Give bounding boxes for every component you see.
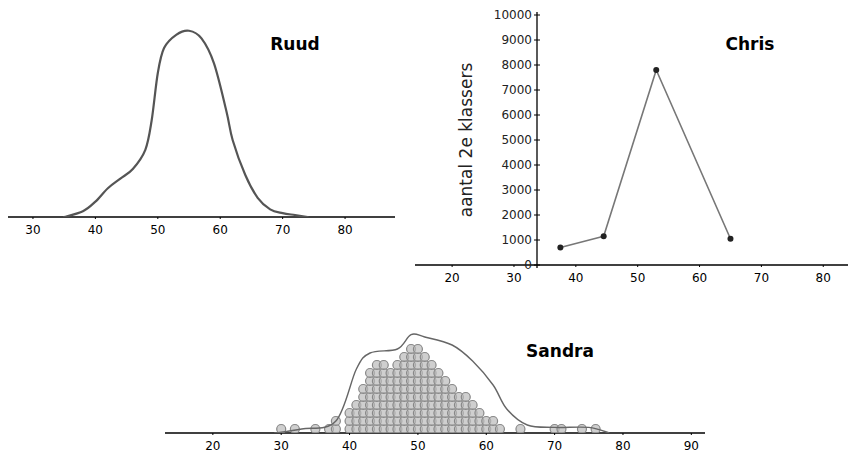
x-tick [282,217,283,219]
x-tick-label: 50 [410,439,425,453]
x-tick [486,433,487,435]
x-tick-label: 40 [342,439,357,453]
x-tick-label: 30 [25,223,40,237]
dot [379,361,388,370]
marker [653,67,659,73]
x-tick [691,433,692,435]
x-tick [32,217,33,219]
outline [274,334,609,433]
line [560,70,730,248]
panel-title: Chris [726,34,775,54]
x-tick [345,217,346,219]
y-tick [534,65,540,66]
x-tick-label: 90 [684,439,699,453]
y-tick [534,165,540,166]
dot [475,409,484,418]
y-tick-label: 8000 [501,58,532,72]
x-tick-label: 50 [630,271,645,285]
x-tick-label: 40 [568,271,583,285]
y-tick [534,240,540,241]
dot [577,425,586,434]
x-tick [95,217,96,219]
y-tick [534,115,540,116]
x-tick [575,265,576,267]
x-tick [452,265,453,267]
marker [601,233,607,239]
dot [468,401,477,410]
x-tick-label: 50 [150,223,165,237]
x-tick [212,433,213,435]
y-tick [534,140,540,141]
y-tick [534,215,540,216]
y-tick-label: 3000 [501,183,532,197]
x-tick [281,433,282,435]
y-tick [534,40,540,41]
panel-title: Ruud [270,34,319,54]
x-tick [157,217,158,219]
x-tick-label: 60 [479,439,494,453]
dot [461,393,470,402]
x-tick [761,265,762,267]
x-tick-label: 70 [754,271,769,285]
y-tick [534,90,540,91]
x-tick-label: 70 [275,223,290,237]
x-tick-label: 40 [88,223,103,237]
x-tick-label: 60 [692,271,707,285]
x-tick-label: 60 [213,223,228,237]
dot [441,377,450,386]
y-axis-title: aantal 2e klassers [456,63,476,218]
plot-area [274,334,609,433]
x-tick-label: 20 [205,439,220,453]
y-tick-label: 2000 [501,208,532,222]
x-tick [699,265,700,267]
y-tick-label: 0 [524,258,532,272]
marker [727,236,733,242]
panel: 20 30 40 50 60 70 80 0 1000 2000 3000 4000 5000 6000 7… [415,8,848,285]
x-tick [622,433,623,435]
plot-area [557,67,733,251]
x-tick-label: 30 [506,271,521,285]
dot [448,385,457,394]
x-tick [513,265,514,267]
y-tick-label: 5000 [501,133,532,147]
dot [516,425,525,434]
x-tick [417,433,418,435]
x-tick-label: 30 [274,439,289,453]
panel: 30 40 50 60 70 80 Ruud [8,31,395,237]
x-tick-label: 20 [444,271,459,285]
y-tick [534,190,540,191]
dot [489,417,498,426]
y-tick-label: 9000 [501,33,532,47]
dot [434,369,443,378]
x-tick [823,265,824,267]
x-axis [415,264,848,265]
y-tick-label: 7000 [501,83,532,97]
dot [290,425,299,434]
figure: 30 40 50 60 70 80 Ruud 20 30 40 50 60 70 80 0 1000 2000 3… [0,0,853,453]
y-tick-label: 1000 [501,233,532,247]
y-tick-label: 6000 [501,108,532,122]
x-tick [554,433,555,435]
x-tick-label: 80 [337,223,352,237]
x-tick-label: 70 [547,439,562,453]
plot-area [64,31,307,217]
line [64,31,307,217]
x-tick-label: 80 [816,271,831,285]
x-tick-label: 80 [615,439,630,453]
dot [427,361,436,370]
marker [557,245,563,251]
dot [413,345,422,354]
dot [495,425,504,434]
y-tick-label: 4000 [501,158,532,172]
x-tick [220,217,221,219]
panel-title: Sandra [526,341,594,361]
y-tick [534,15,540,16]
dot [420,353,429,362]
dot [557,425,566,434]
x-tick [349,433,350,435]
y-tick [534,265,540,266]
panel: 20 30 40 50 60 70 80 90 Sandra [165,334,705,453]
x-tick [637,265,638,267]
y-tick-label: 10000 [494,8,532,22]
